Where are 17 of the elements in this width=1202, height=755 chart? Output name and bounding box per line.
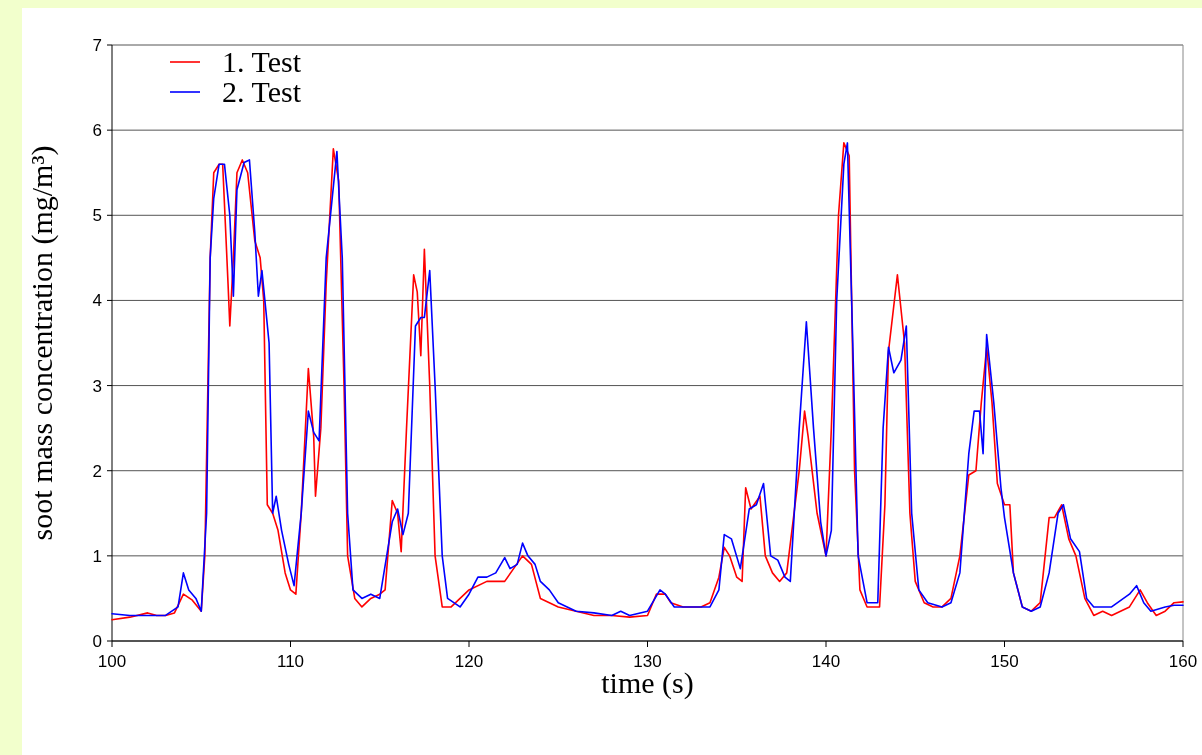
y-tick-label: 5 — [92, 206, 102, 226]
x-tick-label: 110 — [276, 652, 305, 671]
y-tick-label: 4 — [92, 291, 102, 311]
x-tick-label: 100 — [97, 652, 127, 671]
y-tick-label: 6 — [92, 121, 102, 141]
x-tick-label: 150 — [990, 652, 1019, 671]
legend-label: 2. Test — [222, 75, 302, 108]
y-tick-label: 7 — [92, 35, 102, 55]
x-tick-label: 140 — [811, 652, 841, 671]
x-tick-label: 120 — [454, 652, 484, 671]
x-tick-label: 160 — [1168, 652, 1198, 671]
y-tick-label: 2 — [92, 461, 102, 481]
y-axis-title: soot mass concentration (mg/m³) — [25, 145, 59, 541]
y-tick-label: 0 — [92, 631, 102, 651]
legend-label: 1. Test — [222, 45, 302, 78]
y-tick-label: 1 — [92, 546, 102, 566]
y-tick-label: 3 — [92, 376, 102, 396]
